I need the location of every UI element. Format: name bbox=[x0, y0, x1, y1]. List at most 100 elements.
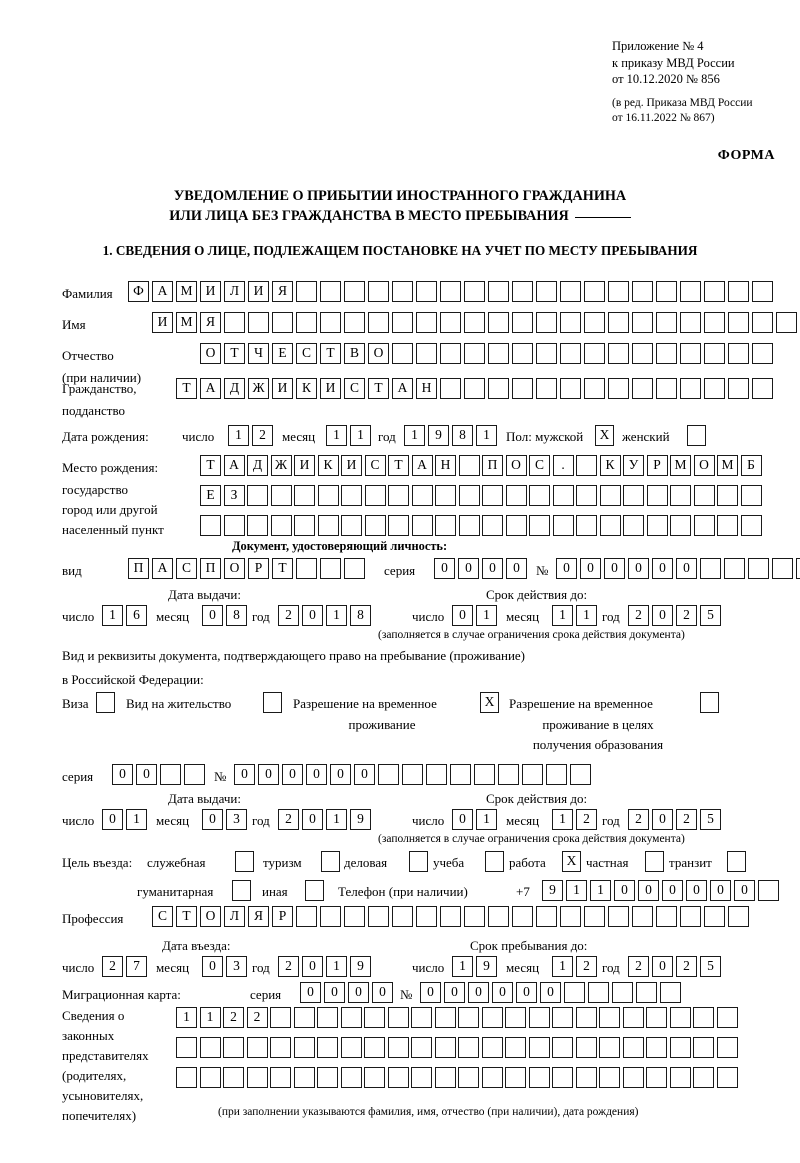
char-cell[interactable] bbox=[669, 1037, 691, 1058]
char-cell[interactable]: И bbox=[341, 455, 362, 476]
char-cell[interactable]: 0 bbox=[710, 880, 731, 901]
char-cell[interactable]: С bbox=[152, 906, 173, 927]
char-cell[interactable] bbox=[512, 378, 533, 399]
stay-doc-rvp-checkbox[interactable]: X bbox=[480, 692, 499, 713]
char-cell[interactable] bbox=[488, 312, 509, 333]
char-cell[interactable] bbox=[434, 1007, 456, 1028]
char-cell[interactable] bbox=[646, 1007, 667, 1028]
char-cell[interactable]: М bbox=[176, 312, 197, 333]
char-cell[interactable]: 1 bbox=[476, 809, 497, 830]
char-cell[interactable]: 1 bbox=[452, 956, 473, 977]
char-cell[interactable]: И bbox=[248, 281, 269, 302]
char-cell[interactable] bbox=[247, 515, 268, 536]
char-cell[interactable]: И bbox=[152, 312, 173, 333]
char-cell[interactable] bbox=[588, 982, 609, 1003]
char-cell[interactable] bbox=[700, 558, 721, 579]
char-cell[interactable] bbox=[612, 982, 633, 1003]
char-cell[interactable] bbox=[272, 312, 293, 333]
char-cell[interactable] bbox=[656, 343, 677, 364]
char-cell[interactable]: 0 bbox=[676, 558, 697, 579]
char-cell[interactable] bbox=[364, 1067, 385, 1088]
char-cell[interactable] bbox=[512, 343, 533, 364]
char-cell[interactable]: 0 bbox=[372, 982, 393, 1003]
char-cell[interactable] bbox=[704, 343, 725, 364]
char-cell[interactable] bbox=[458, 485, 480, 506]
char-cell[interactable]: Д bbox=[247, 455, 268, 476]
char-cell[interactable] bbox=[320, 312, 341, 333]
char-cell[interactable] bbox=[435, 515, 456, 536]
char-cell[interactable]: 2 bbox=[576, 809, 597, 830]
char-cell[interactable]: О bbox=[693, 455, 715, 476]
char-cell[interactable] bbox=[392, 906, 413, 927]
char-cell[interactable] bbox=[344, 312, 365, 333]
char-cell[interactable]: Т bbox=[176, 906, 197, 927]
char-cell[interactable] bbox=[387, 1007, 409, 1028]
char-cell[interactable]: 0 bbox=[258, 764, 279, 785]
char-cell[interactable]: 0 bbox=[420, 982, 441, 1003]
char-cell[interactable]: 0 bbox=[282, 764, 303, 785]
char-cell[interactable] bbox=[364, 1007, 385, 1028]
char-cell[interactable]: 1 bbox=[228, 425, 249, 446]
char-cell[interactable]: 9 bbox=[542, 880, 563, 901]
char-cell[interactable]: У bbox=[623, 455, 644, 476]
char-cell[interactable] bbox=[464, 312, 485, 333]
char-cell[interactable]: М bbox=[670, 455, 691, 476]
char-cell[interactable] bbox=[223, 1067, 244, 1088]
char-cell[interactable] bbox=[599, 1037, 620, 1058]
char-cell[interactable] bbox=[512, 312, 533, 333]
char-cell[interactable]: 0 bbox=[444, 982, 465, 1003]
char-cell[interactable]: Л bbox=[224, 906, 245, 927]
char-cell[interactable] bbox=[716, 1067, 738, 1088]
char-cell[interactable] bbox=[599, 1007, 620, 1028]
purpose-business-checkbox[interactable] bbox=[409, 851, 428, 872]
char-cell[interactable] bbox=[693, 1007, 714, 1028]
char-cell[interactable]: 2 bbox=[576, 956, 597, 977]
char-cell[interactable] bbox=[752, 281, 773, 302]
char-cell[interactable] bbox=[656, 281, 677, 302]
char-cell[interactable]: 0 bbox=[506, 558, 527, 579]
char-cell[interactable]: 0 bbox=[468, 982, 489, 1003]
char-cell[interactable]: 2 bbox=[676, 809, 697, 830]
char-cell[interactable]: 1 bbox=[566, 880, 587, 901]
char-cell[interactable] bbox=[340, 1007, 362, 1028]
char-cell[interactable] bbox=[752, 378, 773, 399]
char-cell[interactable] bbox=[552, 1037, 573, 1058]
char-cell[interactable]: 0 bbox=[580, 558, 601, 579]
char-cell[interactable]: Р bbox=[272, 906, 293, 927]
char-cell[interactable]: Ч bbox=[248, 343, 269, 364]
char-cell[interactable]: Р bbox=[646, 455, 668, 476]
char-cell[interactable] bbox=[482, 515, 503, 536]
char-cell[interactable] bbox=[296, 312, 317, 333]
representatives-row-3-input[interactable] bbox=[176, 1067, 740, 1088]
char-cell[interactable]: 2 bbox=[676, 956, 697, 977]
char-cell[interactable] bbox=[293, 1007, 315, 1028]
char-cell[interactable]: 0 bbox=[136, 764, 157, 785]
char-cell[interactable] bbox=[546, 764, 567, 785]
char-cell[interactable]: 9 bbox=[350, 809, 371, 830]
char-cell[interactable] bbox=[536, 378, 557, 399]
char-cell[interactable]: 1 bbox=[476, 425, 497, 446]
char-cell[interactable] bbox=[505, 485, 527, 506]
char-cell[interactable] bbox=[344, 281, 365, 302]
char-cell[interactable]: 1 bbox=[350, 425, 371, 446]
char-cell[interactable] bbox=[552, 515, 574, 536]
char-cell[interactable] bbox=[488, 343, 509, 364]
char-cell[interactable]: Ф bbox=[128, 281, 149, 302]
char-cell[interactable] bbox=[388, 515, 409, 536]
char-cell[interactable] bbox=[402, 764, 423, 785]
char-cell[interactable] bbox=[776, 312, 797, 333]
char-cell[interactable] bbox=[693, 485, 715, 506]
char-cell[interactable] bbox=[440, 343, 461, 364]
char-cell[interactable] bbox=[426, 764, 447, 785]
char-cell[interactable] bbox=[528, 1007, 550, 1028]
char-cell[interactable]: Р bbox=[248, 558, 269, 579]
sex-male-checkbox[interactable]: X bbox=[595, 425, 614, 446]
char-cell[interactable] bbox=[498, 764, 519, 785]
char-cell[interactable]: 3 bbox=[226, 956, 247, 977]
